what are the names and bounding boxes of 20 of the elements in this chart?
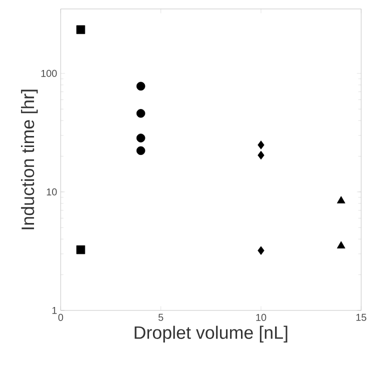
point xyxy=(136,82,146,91)
x-axis-title: Droplet volume [nL] xyxy=(134,326,288,342)
x-tick-label: 15 xyxy=(356,314,366,321)
point xyxy=(136,146,146,155)
point xyxy=(258,140,264,150)
point xyxy=(136,134,146,142)
y-tick-label: 1 xyxy=(52,306,57,314)
point xyxy=(258,150,264,160)
point xyxy=(136,108,146,118)
point xyxy=(76,245,86,254)
point xyxy=(336,241,346,248)
x-tick-label: 0 xyxy=(58,314,64,321)
point xyxy=(336,196,346,204)
point xyxy=(76,25,86,34)
x-tick-label: 10 xyxy=(256,314,266,321)
x-tick-label: 5 xyxy=(158,314,164,321)
y-tick-label: 100 xyxy=(41,70,57,77)
y-axis-title: Induction time [hr] xyxy=(21,90,38,230)
point xyxy=(258,246,264,255)
y-tick-label: 10 xyxy=(46,188,57,196)
